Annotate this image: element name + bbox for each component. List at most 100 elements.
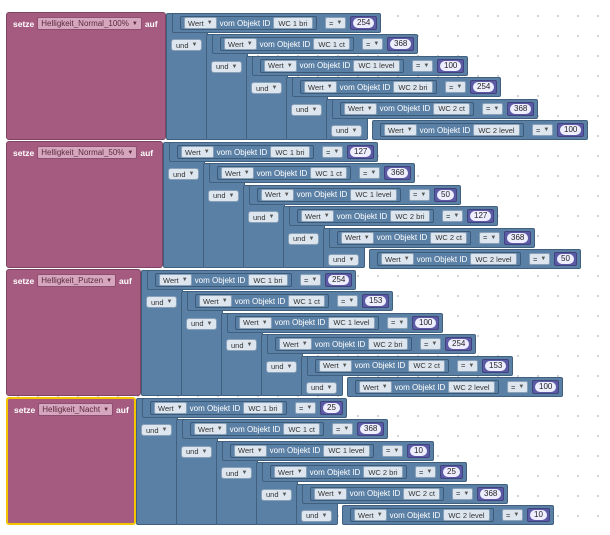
number-block[interactable]: 25 xyxy=(440,465,463,480)
operator-dropdown[interactable]: = ▼ xyxy=(337,295,359,308)
operator-dropdown[interactable]: = ▼ xyxy=(412,59,434,72)
variable-dropdown[interactable]: Helligkeit_Normal_100% ▼ xyxy=(37,17,142,30)
and-operator-dropdown[interactable]: und ▼ xyxy=(288,232,320,245)
get-value-block[interactable]: Wert ▼ vom Objekt ID WC 1 bri xyxy=(177,145,314,159)
object-id-field[interactable]: WC 2 bri xyxy=(393,81,433,94)
set-variable-block[interactable]: setze Helligkeit_Putzen ▼ auf xyxy=(6,269,141,396)
and-operator-dropdown[interactable]: und ▼ xyxy=(331,124,363,137)
number-block[interactable]: 50 xyxy=(554,252,577,266)
attribute-dropdown[interactable]: Wert ▼ xyxy=(274,466,307,479)
get-value-block[interactable]: Wert ▼ vom Objekt ID WC 2 level xyxy=(355,380,499,394)
attribute-dropdown[interactable]: Wert ▼ xyxy=(154,402,187,414)
operator-dropdown[interactable]: = ▼ xyxy=(445,81,467,94)
number-block[interactable]: 368 xyxy=(507,101,535,116)
attribute-dropdown[interactable]: Wert ▼ xyxy=(264,59,297,72)
get-value-block[interactable]: Wert ▼ vom Objekt ID WC 2 ct xyxy=(315,358,450,373)
and-operator-dropdown[interactable]: und ▼ xyxy=(251,82,283,95)
attribute-dropdown[interactable]: Wert ▼ xyxy=(381,253,414,265)
and-operator-dropdown[interactable]: und ▼ xyxy=(306,381,338,394)
operator-dropdown[interactable]: = ▼ xyxy=(325,17,347,29)
get-value-block[interactable]: Wert ▼ vom Objekt ID WC 2 ct xyxy=(337,230,472,245)
get-value-block[interactable]: Wert ▼ vom Objekt ID WC 1 level xyxy=(235,315,379,330)
operator-dropdown[interactable]: = ▼ xyxy=(332,423,354,436)
set-variable-block[interactable]: setze Helligkeit_Normal_50% ▼ auf xyxy=(6,141,163,268)
attribute-dropdown[interactable]: Wert ▼ xyxy=(384,124,417,136)
get-value-block[interactable]: Wert ▼ vom Objekt ID WC 2 level xyxy=(377,252,521,266)
attribute-dropdown[interactable]: Wert ▼ xyxy=(341,231,374,244)
attribute-dropdown[interactable]: Wert ▼ xyxy=(344,102,377,115)
operator-dropdown[interactable]: = ▼ xyxy=(442,210,464,223)
and-operator-dropdown[interactable]: und ▼ xyxy=(328,253,360,266)
set-variable-block[interactable]: setze Helligkeit_Nacht ▼ auf xyxy=(6,397,136,525)
object-id-field[interactable]: WC 1 bri xyxy=(243,402,283,414)
operator-dropdown[interactable]: = ▼ xyxy=(415,466,437,479)
get-value-block[interactable]: Wert ▼ vom Objekt ID WC 1 ct xyxy=(220,37,355,52)
object-id-field[interactable]: WC 2 level xyxy=(470,253,517,265)
attribute-dropdown[interactable]: Wert ▼ xyxy=(184,17,217,29)
object-id-field[interactable]: WC 1 ct xyxy=(310,167,348,180)
and-operator-dropdown[interactable]: und ▼ xyxy=(248,211,280,224)
attribute-dropdown[interactable]: Wert ▼ xyxy=(354,509,387,521)
number-block[interactable]: 254 xyxy=(445,337,473,352)
object-id-field[interactable]: WC 1 ct xyxy=(283,423,321,436)
number-block[interactable]: 368 xyxy=(504,230,532,245)
object-id-field[interactable]: WC 2 ct xyxy=(408,359,446,372)
get-value-block[interactable]: Wert ▼ vom Objekt ID WC 1 ct xyxy=(195,294,330,309)
and-operator-dropdown[interactable]: und ▼ xyxy=(181,445,213,458)
variable-dropdown[interactable]: Helligkeit_Putzen ▼ xyxy=(37,274,117,287)
get-value-block[interactable]: Wert ▼ vom Objekt ID WC 1 ct xyxy=(217,166,352,181)
number-block[interactable]: 50 xyxy=(434,187,457,202)
get-value-block[interactable]: Wert ▼ vom Objekt ID WC 1 level xyxy=(257,187,401,202)
object-id-field[interactable]: WC 2 level xyxy=(448,381,495,393)
object-id-field[interactable]: WC 1 bri xyxy=(270,146,310,158)
operator-dropdown[interactable]: = ▼ xyxy=(507,381,529,393)
get-value-block[interactable]: Wert ▼ vom Objekt ID WC 1 level xyxy=(260,58,404,73)
object-id-field[interactable]: WC 1 level xyxy=(323,444,370,457)
and-operator-dropdown[interactable]: und ▼ xyxy=(226,339,258,352)
object-id-field[interactable]: WC 2 bri xyxy=(390,210,430,223)
get-value-block[interactable]: Wert ▼ vom Objekt ID WC 1 bri xyxy=(180,16,317,30)
attribute-dropdown[interactable]: Wert ▼ xyxy=(221,167,254,180)
number-block[interactable]: 100 xyxy=(532,380,560,394)
and-operator-dropdown[interactable]: und ▼ xyxy=(261,488,293,501)
operator-dropdown[interactable]: = ▼ xyxy=(322,146,344,158)
attribute-dropdown[interactable]: Wert ▼ xyxy=(199,295,232,308)
operator-dropdown[interactable]: = ▼ xyxy=(457,359,479,372)
get-value-block[interactable]: Wert ▼ vom Objekt ID WC 2 ct xyxy=(310,486,445,501)
object-id-field[interactable]: WC 2 level xyxy=(473,124,520,136)
and-operator-dropdown[interactable]: und ▼ xyxy=(186,317,218,330)
object-id-field[interactable]: WC 2 ct xyxy=(433,102,471,115)
get-value-block[interactable]: Wert ▼ vom Objekt ID WC 2 bri xyxy=(275,337,412,352)
object-id-field[interactable]: WC 1 bri xyxy=(248,274,288,286)
number-block[interactable]: 127 xyxy=(347,145,375,159)
attribute-dropdown[interactable]: Wert ▼ xyxy=(194,423,227,436)
object-id-field[interactable]: WC 1 level xyxy=(328,316,375,329)
number-block[interactable]: 368 xyxy=(384,166,412,181)
number-block[interactable]: 254 xyxy=(350,16,378,30)
get-value-block[interactable]: Wert ▼ vom Objekt ID WC 2 level xyxy=(380,123,524,137)
object-id-field[interactable]: WC 1 level xyxy=(353,59,400,72)
object-id-field[interactable]: WC 1 bri xyxy=(273,17,313,29)
get-value-block[interactable]: Wert ▼ vom Objekt ID WC 2 level xyxy=(350,508,494,522)
and-operator-dropdown[interactable]: und ▼ xyxy=(301,509,333,522)
object-id-field[interactable]: WC 1 ct xyxy=(313,38,351,51)
get-value-block[interactable]: Wert ▼ vom Objekt ID WC 1 bri xyxy=(155,273,292,287)
attribute-dropdown[interactable]: Wert ▼ xyxy=(304,81,337,94)
operator-dropdown[interactable]: = ▼ xyxy=(452,487,474,500)
variable-dropdown[interactable]: Helligkeit_Nacht ▼ xyxy=(38,403,114,416)
attribute-dropdown[interactable]: Wert ▼ xyxy=(319,359,352,372)
number-block[interactable]: 368 xyxy=(477,486,505,501)
operator-dropdown[interactable]: = ▼ xyxy=(532,124,554,136)
attribute-dropdown[interactable]: Wert ▼ xyxy=(224,38,257,51)
attribute-dropdown[interactable]: Wert ▼ xyxy=(301,210,334,223)
operator-dropdown[interactable]: = ▼ xyxy=(420,338,442,351)
attribute-dropdown[interactable]: Wert ▼ xyxy=(359,381,392,393)
set-variable-block[interactable]: setze Helligkeit_Normal_100% ▼ auf xyxy=(6,12,166,140)
operator-dropdown[interactable]: = ▼ xyxy=(482,102,504,115)
and-operator-dropdown[interactable]: und ▼ xyxy=(171,39,203,52)
attribute-dropdown[interactable]: Wert ▼ xyxy=(261,188,294,201)
operator-dropdown[interactable]: = ▼ xyxy=(300,274,322,286)
number-block[interactable]: 100 xyxy=(557,123,585,137)
attribute-dropdown[interactable]: Wert ▼ xyxy=(159,274,192,286)
get-value-block[interactable]: Wert ▼ vom Objekt ID WC 2 bri xyxy=(270,465,407,480)
